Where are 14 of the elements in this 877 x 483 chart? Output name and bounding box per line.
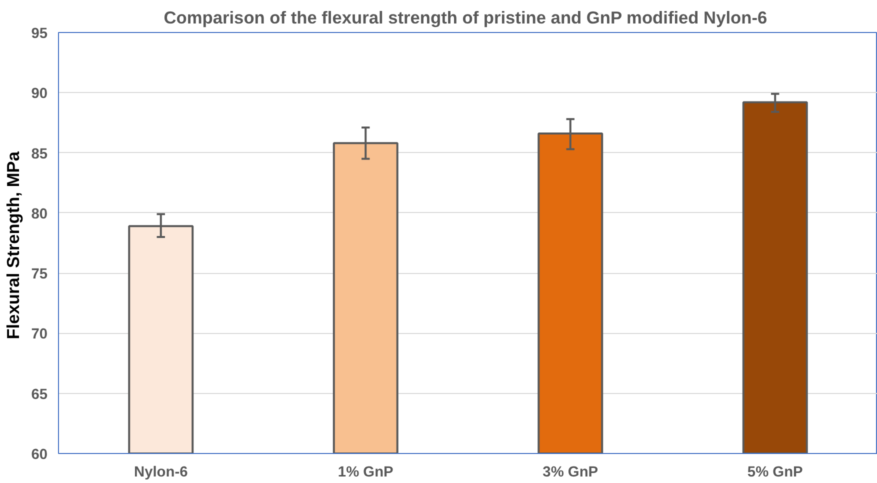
- x-tick-label: Nylon-6: [134, 464, 188, 480]
- chart-title: Comparison of the flexural strength of pristine and GnP modified Nylon-6: [164, 8, 768, 28]
- y-tick-label: 95: [31, 26, 48, 42]
- y-tick-label: 80: [31, 206, 48, 222]
- y-tick-label: 90: [31, 86, 48, 102]
- x-tick-label: 5% GnP: [747, 464, 804, 480]
- y-tick-label: 85: [31, 146, 48, 162]
- y-axis-title: Flexural Strength, MPa: [3, 151, 24, 340]
- y-tick-label: 75: [31, 266, 48, 283]
- y-tick-label: 60: [31, 447, 48, 463]
- x-tick-label: 1% GnP: [338, 464, 394, 480]
- x-tick-label: 3% GnP: [542, 464, 598, 480]
- y-tick-label: 70: [31, 326, 48, 343]
- y-tick-label: 65: [31, 386, 48, 403]
